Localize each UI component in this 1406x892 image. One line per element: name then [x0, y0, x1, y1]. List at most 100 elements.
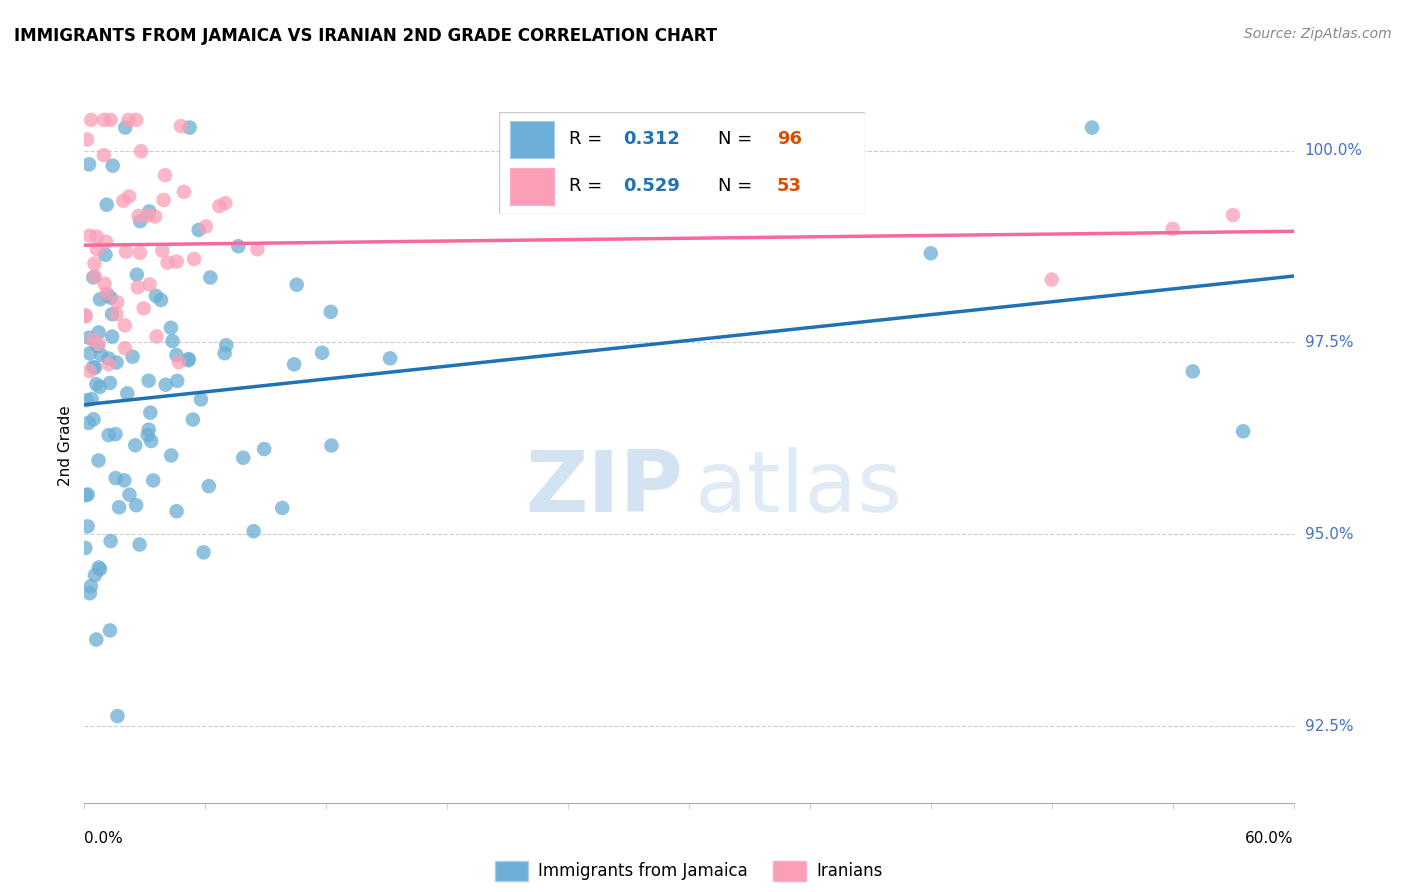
Point [87, 326, 110, 340]
Point [83, 269, 105, 284]
Point [100, 112, 122, 127]
Point [80, 579, 103, 593]
Point [89, 293, 111, 307]
Point [166, 348, 188, 362]
Point [321, 438, 343, 452]
Point [166, 504, 188, 518]
Point [166, 254, 188, 268]
Point [246, 242, 269, 256]
Point [77, 416, 100, 430]
Point [149, 293, 172, 307]
Point [214, 196, 236, 211]
Point [89, 562, 111, 576]
Point [181, 412, 204, 426]
Point [86, 377, 108, 392]
Point [143, 210, 166, 224]
Point [112, 194, 135, 208]
Point [115, 244, 138, 259]
Text: Source: ZipAtlas.com: Source: ZipAtlas.com [1244, 27, 1392, 41]
Text: 0.529: 0.529 [623, 178, 681, 195]
Text: 53: 53 [778, 178, 801, 195]
Point [319, 305, 342, 319]
Point [129, 245, 152, 260]
Point [76, 519, 98, 533]
Point [87, 453, 110, 467]
Point [193, 545, 215, 559]
Point [166, 374, 188, 388]
Point [1040, 272, 1063, 286]
Point [90, 348, 112, 362]
Point [114, 318, 136, 333]
Point [1161, 222, 1184, 236]
Point [101, 329, 124, 343]
Point [138, 277, 160, 292]
Point [84, 568, 107, 582]
Point [125, 112, 148, 127]
Point [153, 168, 176, 182]
Point [117, 112, 139, 127]
Point [136, 209, 159, 223]
Point [155, 377, 177, 392]
Point [75, 541, 97, 555]
Point [76, 393, 98, 408]
Point [139, 434, 162, 448]
Point [107, 709, 129, 723]
Point [200, 270, 222, 285]
Point [232, 450, 254, 465]
Point [105, 355, 128, 369]
Text: R =: R = [568, 130, 607, 148]
Point [97, 351, 120, 366]
Point [187, 223, 209, 237]
Point [79, 364, 101, 378]
Point [167, 355, 190, 369]
Point [79, 346, 101, 360]
Point [226, 239, 249, 253]
Point [145, 329, 167, 343]
Point [75, 310, 97, 324]
Point [152, 193, 174, 207]
Point [104, 427, 127, 442]
Point [183, 252, 205, 266]
Point [84, 360, 107, 375]
Point [76, 132, 98, 146]
Point [86, 339, 108, 353]
Y-axis label: 2nd Grade: 2nd Grade [58, 406, 73, 486]
Text: N =: N = [718, 130, 758, 148]
Point [82, 270, 104, 285]
Point [114, 120, 136, 135]
Point [253, 442, 276, 456]
Point [194, 219, 217, 234]
Point [83, 256, 105, 270]
Point [93, 148, 115, 162]
Point [98, 624, 121, 638]
Point [285, 277, 308, 292]
Point [118, 189, 141, 203]
Text: 0.0%: 0.0% [84, 831, 124, 847]
Point [104, 471, 127, 485]
Text: 60.0%: 60.0% [1246, 831, 1294, 847]
Point [198, 479, 221, 493]
Point [100, 534, 122, 549]
Point [98, 376, 121, 390]
Point [79, 586, 101, 600]
Point [114, 341, 136, 355]
Point [97, 428, 120, 442]
Point [105, 307, 128, 321]
Point [190, 392, 212, 407]
Point [80, 112, 103, 127]
Point [128, 209, 150, 223]
Point [138, 374, 160, 388]
Point [89, 380, 111, 394]
Point [138, 423, 160, 437]
Point [87, 336, 110, 351]
Point [208, 199, 231, 213]
Point [271, 500, 294, 515]
Point [170, 119, 193, 133]
Point [132, 301, 155, 316]
Point [80, 392, 103, 406]
Point [160, 449, 183, 463]
Point [920, 246, 942, 260]
Point [93, 277, 115, 291]
Point [94, 235, 117, 249]
Point [156, 255, 179, 269]
